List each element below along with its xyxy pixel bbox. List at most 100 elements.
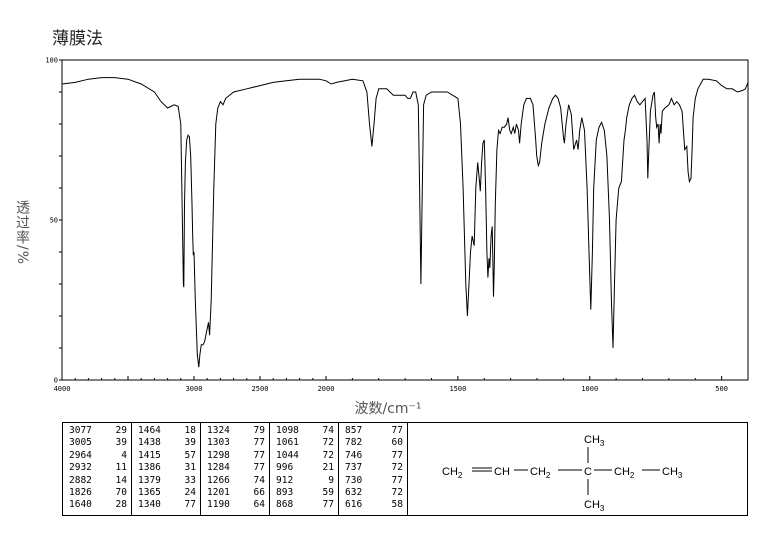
peak-transmittance: 4 — [121, 449, 127, 461]
peak-row: 2932 11 — [69, 462, 127, 474]
y-axis-ticks: 0 50 100 — [45, 57, 62, 385]
peak-wavenumber: 1365 — [138, 487, 161, 499]
peak-transmittance: 33 — [184, 474, 196, 486]
peak-wavenumber: 1379 — [138, 474, 161, 486]
peak-row: 1284 77 — [207, 462, 265, 474]
ch2-allyl: CH — [530, 466, 546, 478]
methyl-end: CH — [662, 466, 678, 478]
peak-wavenumber: 1464 — [138, 425, 161, 436]
peak-wavenumber: 1266 — [207, 474, 230, 486]
peak-transmittance: 59 — [322, 487, 334, 499]
peak-row: 1098 74 — [276, 425, 334, 437]
peak-row: 3005 39 — [69, 437, 127, 449]
molecular-structure: CH3 CH2 CH CH2 C CH2 CH3 CH3 — [408, 422, 748, 516]
peak-transmittance: 24 — [184, 487, 196, 499]
peak-row: 1340 77 — [138, 499, 196, 511]
peak-row: 1438 39 — [138, 437, 196, 449]
peak-table-column: 1464 18 1438 39 1415 57 1386 31 1379 33 1365 24 1340… — [132, 423, 201, 515]
peak-row: 1201 66 — [207, 487, 265, 499]
peak-wavenumber: 996 — [276, 462, 294, 474]
peak-row: 616 58 — [345, 499, 403, 511]
peak-row: 1386 31 — [138, 462, 196, 474]
peak-row: 857 77 — [345, 425, 403, 437]
peak-row: 1266 74 — [207, 475, 265, 487]
quaternary-carbon: C — [584, 466, 592, 478]
methyl-top: CH — [584, 434, 600, 446]
peak-transmittance: 77 — [391, 425, 403, 436]
svg-text:CH3: CH3 — [662, 466, 683, 480]
peak-wavenumber: 1190 — [207, 499, 230, 511]
peak-row: 912 9 — [276, 475, 334, 487]
peak-transmittance: 77 — [184, 499, 196, 511]
ir-spectrum-chart: 0 50 100 4000 3000 2500 2000 1500 1000 500 波数/cm… — [45, 57, 749, 417]
svg-text:CH3: CH3 — [584, 434, 605, 448]
peak-wavenumber: 782 — [345, 437, 363, 449]
x-tick-label: 2000 — [318, 385, 335, 393]
peak-transmittance: 72 — [322, 449, 334, 461]
peak-wavenumber: 2932 — [69, 462, 92, 474]
ch-vinyl: CH — [494, 466, 510, 478]
peak-wavenumber: 1324 — [207, 425, 230, 436]
peak-wavenumber: 1061 — [276, 437, 299, 449]
spectrum-series-line — [61, 77, 749, 368]
peak-wavenumber: 632 — [345, 487, 363, 499]
peak-wavenumber: 868 — [276, 499, 294, 511]
peak-table-column: 1324 79 1303 77 1298 77 1284 77 1266 74 1201 66 1190… — [201, 423, 270, 515]
x-axis-ticks: 4000 3000 2500 2000 1500 1000 500 — [54, 376, 749, 393]
peak-wavenumber: 1340 — [138, 499, 161, 511]
peak-row: 868 77 — [276, 499, 334, 511]
peak-transmittance: 58 — [391, 499, 403, 511]
peak-transmittance: 72 — [391, 487, 403, 499]
peak-transmittance: 79 — [253, 425, 265, 436]
peak-wavenumber: 1640 — [69, 499, 92, 511]
peak-wavenumber: 893 — [276, 487, 294, 499]
x-axis-label: 波数/cm⁻¹ — [354, 401, 421, 417]
peak-wavenumber: 857 — [345, 425, 363, 436]
peak-wavenumber: 1284 — [207, 462, 230, 474]
peak-wavenumber: 730 — [345, 474, 363, 486]
peak-wavenumber: 1044 — [276, 449, 299, 461]
chart-title: 薄膜法 — [52, 29, 103, 49]
peak-transmittance: 39 — [115, 437, 127, 449]
peak-wavenumber: 1298 — [207, 449, 230, 461]
x-tick-label: 500 — [715, 385, 728, 393]
peak-row: 1061 72 — [276, 437, 334, 449]
peak-table-column: 1098 74 1061 72 1044 72 996 21 912 9 893 59 868 77 — [270, 423, 339, 515]
svg-text:CH2: CH2 — [442, 466, 463, 480]
peak-row: 1324 79 — [207, 425, 265, 437]
peak-wavenumber: 1415 — [138, 449, 161, 461]
peak-wavenumber: 2964 — [69, 449, 92, 461]
peak-wavenumber: 1098 — [276, 425, 299, 436]
peak-row: 1464 18 — [138, 425, 196, 437]
ch2-terminal: CH — [442, 466, 458, 478]
peak-transmittance: 77 — [253, 449, 265, 461]
peak-transmittance: 21 — [322, 462, 334, 474]
y-tick-label: 0 — [54, 377, 58, 385]
peak-transmittance: 77 — [322, 499, 334, 511]
peak-transmittance: 77 — [253, 462, 265, 474]
peak-row: 1826 70 — [69, 487, 127, 499]
peak-transmittance: 77 — [391, 449, 403, 461]
peak-transmittance: 70 — [115, 487, 127, 499]
peak-row: 1190 64 — [207, 499, 265, 511]
peak-table-column: 857 77 782 60 746 77 737 72 730 77 632 72 616 58 — [339, 423, 407, 515]
peak-transmittance: 72 — [322, 437, 334, 449]
peak-row: 746 77 — [345, 450, 403, 462]
y-tick-label: 50 — [50, 217, 58, 225]
peak-row: 996 21 — [276, 462, 334, 474]
peak-row: 1640 28 — [69, 499, 127, 511]
peak-transmittance: 57 — [184, 449, 196, 461]
peak-row: 1365 24 — [138, 487, 196, 499]
peak-transmittance: 77 — [253, 437, 265, 449]
peak-transmittance: 29 — [115, 425, 127, 436]
peak-transmittance: 74 — [253, 474, 265, 486]
x-tick-label: 2500 — [252, 385, 269, 393]
peak-wavenumber: 3077 — [69, 425, 92, 436]
peak-row: 3077 29 — [69, 425, 127, 437]
peak-wavenumber: 2882 — [69, 474, 92, 486]
peak-row: 893 59 — [276, 487, 334, 499]
peak-wavenumber: 746 — [345, 449, 363, 461]
peak-wavenumber: 912 — [276, 474, 294, 486]
ch2-ethyl: CH — [614, 466, 630, 478]
structure-formula: CH3 CH2 CH CH2 C CH2 CH3 CH3 — [442, 434, 683, 513]
